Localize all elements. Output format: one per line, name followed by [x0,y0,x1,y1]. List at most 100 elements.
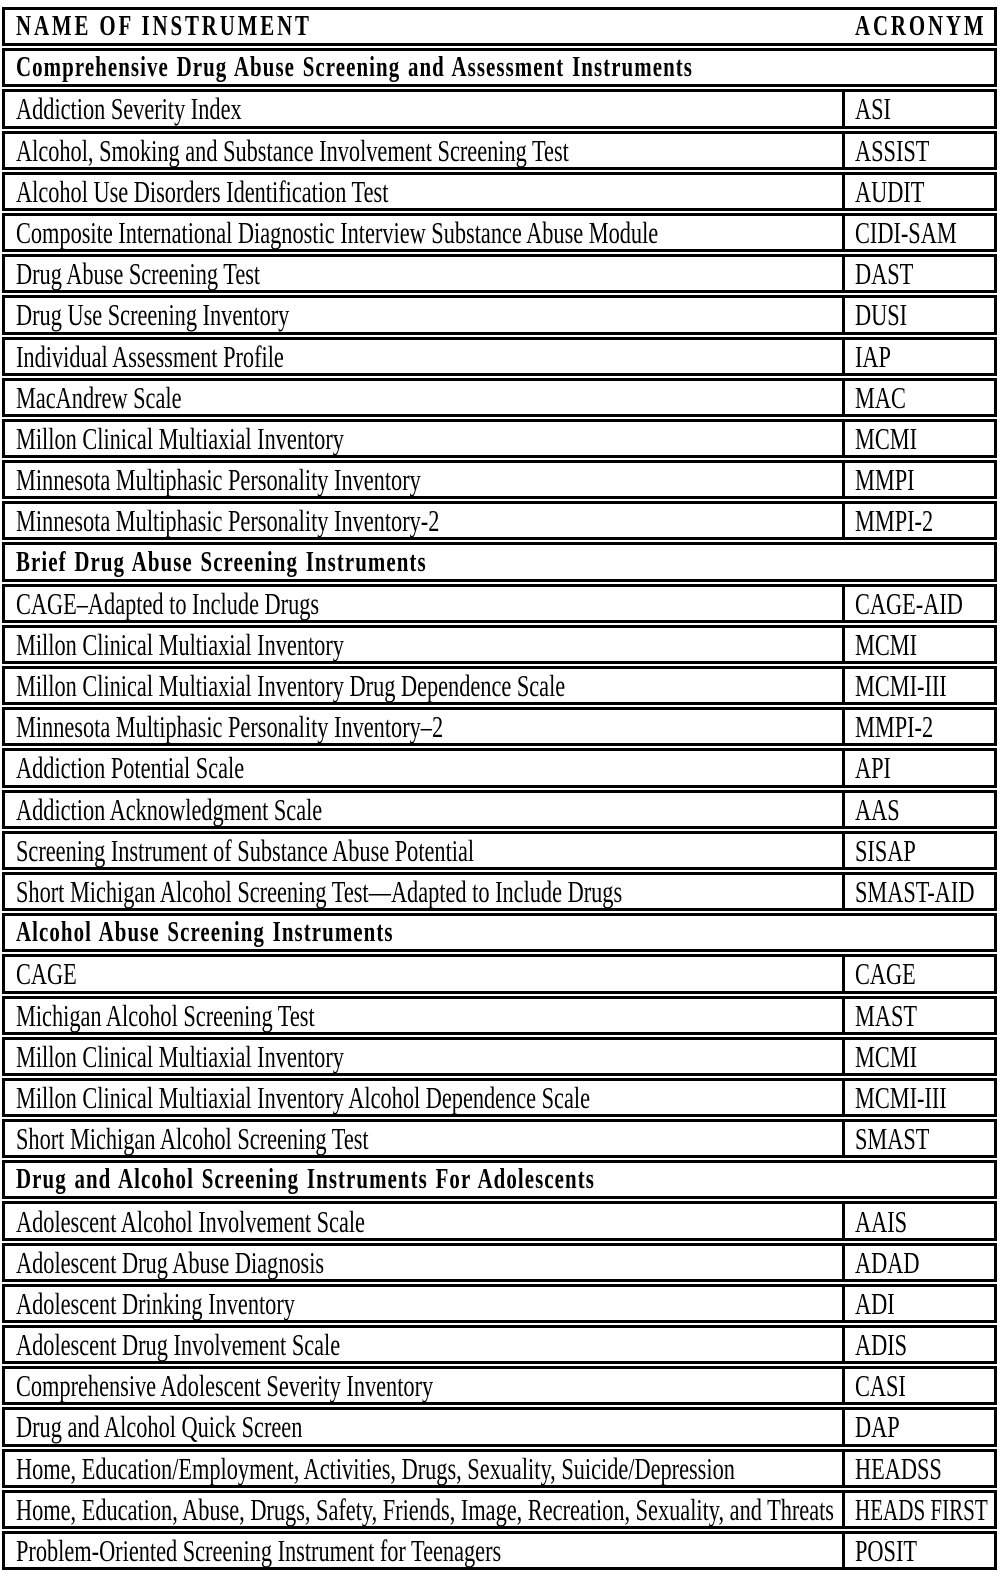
acronym-value: HEADS FIRST [855,1492,988,1526]
acronym-value: SMAST-AID [855,874,975,909]
table-row: Drug and Alcohol Quick Screen DAP [2,1407,997,1447]
instrument-name-cell: Millon Clinical Multiaxial Inventory [5,421,845,456]
instrument-name: Adolescent Drug Abuse Diagnosis [16,1245,325,1279]
section-title: Brief Drug Abuse Screening Instruments [16,545,427,578]
acronym-value: MCMI [855,627,918,661]
instrument-name-cell: Michigan Alcohol Screening Test [5,998,845,1032]
table-row: Addiction Potential Scale API [2,748,997,788]
acronym-value: HEADSS [855,1451,942,1485]
instrument-name: Alcohol Use Disorders Identification Tes… [16,174,389,208]
header-name-label: NAME OF INSTRUMENT [16,10,312,43]
table-row: Minnesota Multiphasic Personality Invent… [2,460,997,500]
instrument-name: Millon Clinical Multiaxial Inventory [16,421,344,456]
section-title-cell: Comprehensive Drug Abuse Screening and A… [5,51,994,84]
section-title: Drug and Alcohol Screening Instruments F… [16,1163,595,1196]
table-row: Drug Abuse Screening Test DAST [2,254,997,294]
instrument-name-cell: Alcohol Use Disorders Identification Tes… [5,174,845,208]
acronym-value: DUSI [855,298,908,332]
acronym-value: AAS [855,792,900,826]
section-header-row: Comprehensive Drug Abuse Screening and A… [2,48,997,88]
instrument-name: Addiction Acknowledgment Scale [16,792,323,826]
instrument-name-cell: Screening Instrument of Substance Abuse … [5,833,845,867]
acronym-cell: POSIT [845,1534,994,1567]
instrument-name-cell: Problem-Oriented Screening Instrument fo… [5,1533,845,1568]
instruments-table: NAME OF INSTRUMENT ACRONYM Comprehensive… [2,7,997,1572]
acronym-cell: CASI [845,1369,994,1402]
acronym-cell: DAP [845,1410,994,1443]
instrument-name-cell: Drug Use Screening Inventory [5,298,845,332]
table-row: Minnesota Multiphasic Personality Invent… [2,501,997,541]
instrument-name-cell: Home, Education/Employment, Activities, … [5,1451,845,1485]
acronym-cell: ADI [845,1287,994,1320]
acronym-value: IAP [855,339,891,373]
acronym-cell: ASI [845,92,994,125]
acronym-cell: SMAST-AID [845,875,994,908]
instrument-name: Adolescent Alcohol Involvement Scale [16,1204,365,1238]
table-row: Millon Clinical Multiaxial Inventory Dru… [2,666,997,706]
instrument-name-cell: Addiction Acknowledgment Scale [5,792,845,826]
acronym-cell: CAGE-AID [845,587,994,620]
acronym-cell: MCMI [845,422,994,455]
instrument-name: Minnesota Multiphasic Personality Invent… [16,504,440,538]
acronym-value: MCMI [855,421,918,456]
acronym-value: MAST [855,998,918,1032]
table-row: MacAndrew Scale MAC [2,377,997,417]
instrument-name-cell: Drug and Alcohol Quick Screen [5,1410,845,1444]
table-row: Addiction Acknowledgment Scale AAS [2,789,997,829]
table-row: Minnesota Multiphasic Personality Invent… [2,707,997,747]
table-row: Comprehensive Adolescent Severity Invent… [2,1366,997,1406]
acronym-cell: AUDIT [845,175,994,208]
instrument-name-cell: Millon Clinical Multiaxial Inventory [5,1039,845,1073]
table-row: Adolescent Drug Involvement Scale ADIS [2,1325,997,1365]
acronym-value: SISAP [855,833,916,867]
table-row: Michigan Alcohol Screening Test MAST [2,995,997,1035]
section-title: Comprehensive Drug Abuse Screening and A… [16,51,694,84]
header-acronym-label: ACRONYM [855,10,987,43]
instrument-name: Minnesota Multiphasic Personality Invent… [16,463,421,497]
table-row: CAGE CAGE [2,954,997,994]
acronym-cell: HEADS FIRST [845,1493,994,1526]
acronym-value: MCMI [855,1039,918,1073]
table-row: Millon Clinical Multiaxial Inventory MCMI [2,624,997,664]
table-row: Adolescent Drinking Inventory ADI [2,1283,997,1323]
table-row: Alcohol, Smoking and Substance Involveme… [2,130,997,170]
instrument-name: Drug and Alcohol Quick Screen [16,1410,303,1444]
instrument-name: CAGE–Adapted to Include Drugs [16,586,320,620]
table-row: Screening Instrument of Substance Abuse … [2,830,997,870]
section-header-row: Drug and Alcohol Screening Instruments F… [2,1160,997,1200]
acronym-value: ADI [855,1286,895,1320]
table-row: Composite International Diagnostic Inter… [2,212,997,253]
acronym-cell: ADAD [845,1246,994,1279]
acronym-value: AAIS [855,1204,908,1238]
instrument-name-cell: Millon Clinical Multiaxial Inventory Dru… [5,669,845,703]
table-row: Short Michigan Alcohol Screening Test SMA… [2,1119,997,1159]
instrument-name-cell: Addiction Severity Index [5,92,845,126]
acronym-value: CAGE [855,957,916,991]
acronym-value: MAC [855,380,906,414]
table-row: Problem-Oriented Screening Instrument fo… [2,1530,997,1571]
instrument-name-cell: Short Michigan Alcohol Screening Test—Ad… [5,874,845,909]
instrument-name: Individual Assessment Profile [16,339,284,373]
table-row: Addiction Severity Index ASI [2,89,997,129]
acronym-value: AUDIT [855,174,925,208]
acronym-value: API [855,751,891,785]
acronym-value: MMPI-2 [855,710,934,744]
instrument-name: Drug Abuse Screening Test [16,257,261,291]
instrument-name: Short Michigan Alcohol Screening Test [16,1122,369,1156]
acronym-cell: DUSI [845,298,994,331]
instrument-name: CAGE [16,957,77,991]
acronym-cell: DAST [845,257,994,290]
instrument-name: Millon Clinical Multiaxial Inventory Alc… [16,1080,590,1115]
acronym-value: ASI [855,92,891,126]
acronym-cell: ASSIST [845,134,994,167]
acronym-value: CASI [855,1369,906,1403]
acronym-cell: SISAP [845,834,994,867]
acronym-value: CIDI-SAM [855,215,957,250]
instrument-name-cell: Adolescent Alcohol Involvement Scale [5,1204,845,1238]
table-row: Adolescent Alcohol Involvement Scale AAIS [2,1201,997,1241]
table-row: Drug Use Screening Inventory DUSI [2,295,997,335]
section-header-row: Brief Drug Abuse Screening Instruments [2,542,997,582]
instrument-name: Adolescent Drinking Inventory [16,1286,295,1320]
instrument-name: Michigan Alcohol Screening Test [16,998,315,1032]
acronym-value: MMPI-2 [855,504,934,538]
